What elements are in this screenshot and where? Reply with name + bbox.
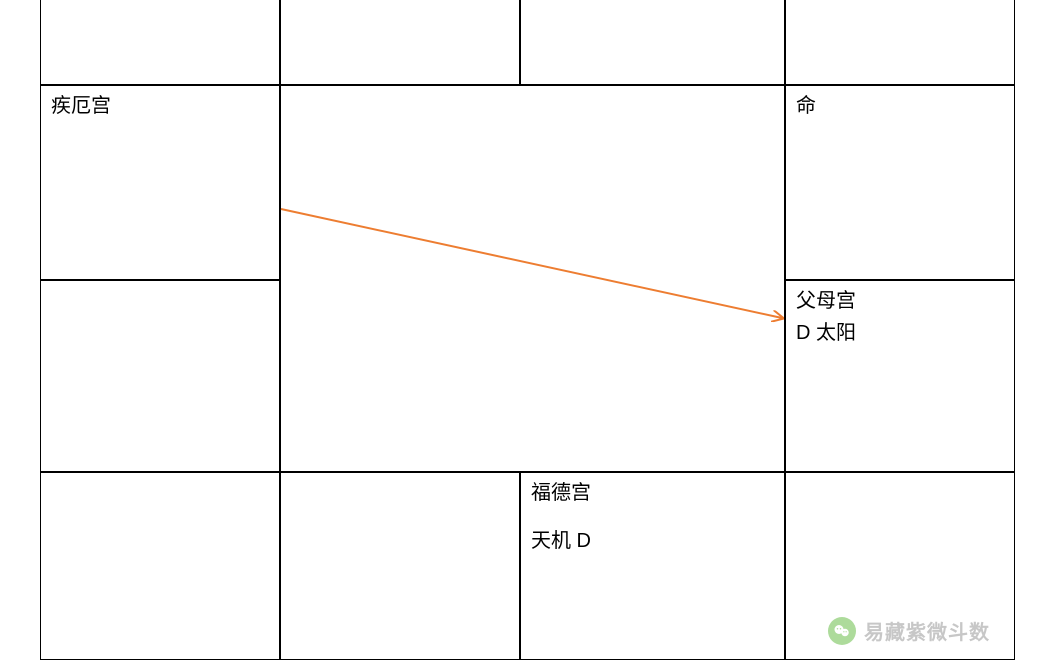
palace-name: 疾厄宫 <box>51 92 269 120</box>
palace-cell-r3c1 <box>280 472 520 660</box>
watermark: 易藏紫微斗数 <box>828 616 990 645</box>
palace-star: D 太阳 <box>796 319 1004 347</box>
palace-cell-r0c1 <box>280 0 520 85</box>
palace-cell-r2c3: 父母宫 D 太阳 <box>785 280 1015 472</box>
palace-name: 命 <box>796 92 1004 120</box>
center-cell <box>280 85 785 472</box>
palace-cell-r0c2 <box>520 0 785 85</box>
palace-cell-r1c3: 命 <box>785 85 1015 280</box>
palace-name: 福德宫 <box>531 479 774 507</box>
palace-star: 天机 D <box>531 527 774 555</box>
palace-name: 父母宫 <box>796 287 1004 315</box>
watermark-text: 易藏紫微斗数 <box>864 616 990 645</box>
palace-cell-r2c0 <box>40 280 280 472</box>
palace-cell-r3c2: 福德宫天机 D <box>520 472 785 660</box>
palace-cell-r1c0: 疾厄宫 <box>40 85 280 280</box>
palace-cell-r0c0 <box>40 0 280 85</box>
wechat-icon <box>828 617 856 645</box>
palace-cell-r0c3 <box>785 0 1015 85</box>
palace-cell-r3c0 <box>40 472 280 660</box>
